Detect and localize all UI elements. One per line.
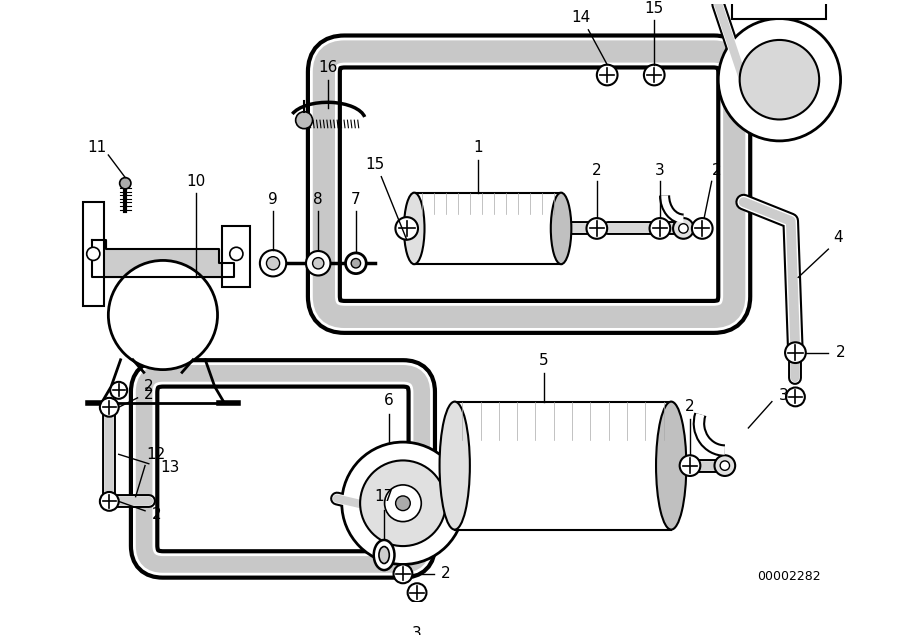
- Circle shape: [108, 260, 218, 370]
- Circle shape: [384, 485, 421, 521]
- Text: 00002282: 00002282: [757, 570, 821, 583]
- Text: 2: 2: [151, 507, 161, 522]
- Text: 1: 1: [473, 140, 483, 155]
- Circle shape: [110, 382, 127, 399]
- Circle shape: [100, 492, 119, 511]
- Circle shape: [680, 455, 700, 476]
- Bar: [83, 202, 104, 305]
- Text: 14: 14: [572, 10, 590, 25]
- Ellipse shape: [715, 455, 735, 476]
- Text: 2: 2: [440, 566, 450, 582]
- Ellipse shape: [679, 224, 688, 233]
- Ellipse shape: [374, 540, 394, 570]
- Ellipse shape: [120, 178, 130, 189]
- Text: 5: 5: [539, 352, 549, 368]
- Circle shape: [230, 247, 243, 260]
- Circle shape: [650, 218, 670, 239]
- Text: 2: 2: [144, 379, 154, 394]
- Circle shape: [360, 460, 446, 546]
- Text: 6: 6: [384, 393, 393, 408]
- Text: 15: 15: [365, 157, 384, 172]
- Text: 15: 15: [644, 1, 664, 16]
- Text: 16: 16: [318, 60, 338, 75]
- Circle shape: [786, 387, 805, 406]
- Text: 17: 17: [374, 489, 393, 504]
- Text: 8: 8: [313, 192, 323, 207]
- Bar: [454, 401, 671, 530]
- Circle shape: [692, 218, 713, 239]
- Ellipse shape: [306, 251, 330, 276]
- Text: 13: 13: [161, 460, 180, 475]
- Text: 2: 2: [144, 387, 154, 401]
- Bar: [222, 225, 250, 287]
- Text: 3: 3: [655, 163, 665, 178]
- Ellipse shape: [720, 461, 730, 471]
- Circle shape: [408, 584, 427, 602]
- Text: 12: 12: [147, 447, 166, 462]
- Text: 3: 3: [412, 625, 422, 635]
- Circle shape: [785, 342, 806, 363]
- Text: 2: 2: [592, 163, 601, 178]
- Ellipse shape: [312, 258, 324, 269]
- Circle shape: [644, 65, 664, 85]
- Text: 4: 4: [833, 231, 842, 245]
- Circle shape: [740, 40, 819, 119]
- Bar: [733, 0, 826, 18]
- Circle shape: [100, 398, 119, 417]
- Ellipse shape: [379, 547, 390, 563]
- Circle shape: [396, 496, 410, 511]
- Polygon shape: [93, 240, 233, 277]
- Circle shape: [342, 442, 464, 565]
- Ellipse shape: [351, 258, 361, 268]
- Text: 7: 7: [351, 192, 361, 207]
- Circle shape: [587, 218, 608, 239]
- Ellipse shape: [404, 192, 425, 264]
- Bar: [414, 192, 561, 264]
- Circle shape: [718, 18, 841, 141]
- Ellipse shape: [266, 257, 280, 270]
- Ellipse shape: [295, 112, 312, 129]
- Ellipse shape: [346, 253, 366, 274]
- Ellipse shape: [260, 250, 286, 276]
- Text: 10: 10: [186, 174, 205, 189]
- Circle shape: [597, 65, 617, 85]
- Ellipse shape: [673, 218, 694, 239]
- Ellipse shape: [439, 401, 470, 530]
- Ellipse shape: [656, 401, 687, 530]
- Text: 2: 2: [685, 399, 695, 414]
- Ellipse shape: [551, 192, 572, 264]
- Circle shape: [393, 565, 412, 584]
- Circle shape: [86, 247, 100, 260]
- Text: 11: 11: [87, 140, 107, 155]
- Text: 9: 9: [268, 192, 278, 207]
- Circle shape: [395, 217, 418, 240]
- Text: 2: 2: [836, 345, 845, 360]
- Text: 2: 2: [712, 163, 721, 178]
- Text: 3: 3: [778, 387, 788, 403]
